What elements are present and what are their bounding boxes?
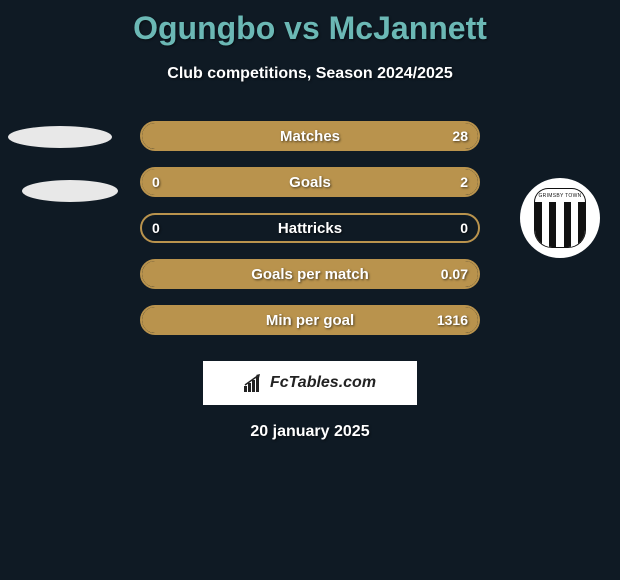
stat-row: Goals per match0.07 (0, 251, 620, 297)
bar-chart-icon (244, 374, 264, 392)
stat-value-right: 0 (460, 220, 468, 236)
stat-label: Hattricks (142, 220, 478, 237)
stat-value-right: 2 (460, 174, 468, 190)
team-crest-right: GRIMSBY TOWN FC (520, 178, 600, 258)
stat-bar: 0Goals2 (140, 167, 480, 197)
stat-bar: Min per goal1316 (140, 305, 480, 335)
stat-value-right: 1316 (437, 312, 468, 328)
stat-row: Min per goal1316 (0, 297, 620, 343)
player-marker-left-1 (22, 180, 118, 202)
crest-stripes-icon (534, 202, 586, 248)
page-title: Ogungbo vs McJannett (0, 0, 620, 47)
crest-text: GRIMSBY TOWN FC (534, 188, 586, 202)
stat-label: Min per goal (142, 312, 478, 329)
stat-label: Goals (142, 174, 478, 191)
player-marker-left-0 (8, 126, 112, 148)
date-label: 20 january 2025 (0, 423, 620, 441)
stat-label: Matches (142, 128, 478, 145)
subtitle: Club competitions, Season 2024/2025 (0, 65, 620, 83)
stat-value-right: 0.07 (441, 266, 468, 282)
stat-bar: Matches28 (140, 121, 480, 151)
stat-bar: Goals per match0.07 (140, 259, 480, 289)
logo-text: FcTables.com (270, 374, 376, 392)
stat-bar: 0Hattricks0 (140, 213, 480, 243)
stat-value-right: 28 (452, 128, 468, 144)
stat-label: Goals per match (142, 266, 478, 283)
fctables-logo: FcTables.com (203, 361, 417, 405)
